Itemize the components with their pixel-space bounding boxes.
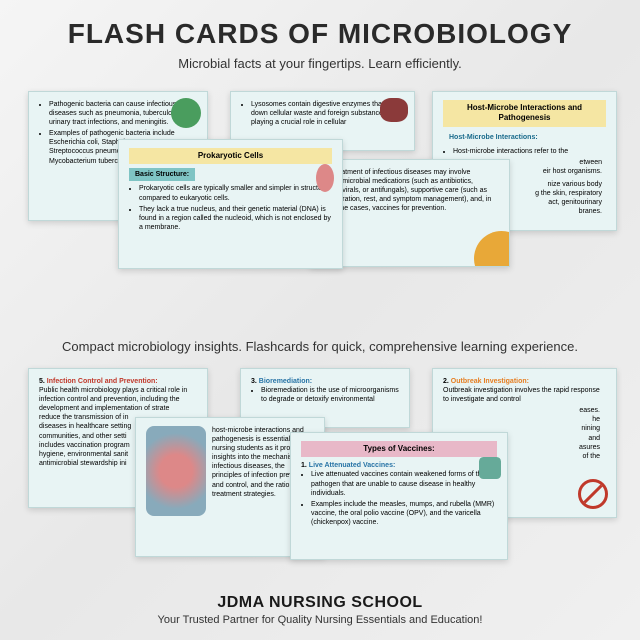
- card-header: Host-Microbe Interactions and Pathogenes…: [443, 100, 606, 127]
- card-header: Types of Vaccines:: [301, 441, 497, 457]
- card-subtitle: Live Attenuated Vaccines:: [309, 462, 396, 469]
- no-virus-icon: [578, 479, 608, 509]
- card-text: Outbreak investigation involves the rapi…: [443, 386, 606, 404]
- card-subheader: Basic Structure:: [129, 168, 195, 181]
- footer: JDMA NURSING SCHOOL Your Trusted Partner…: [0, 594, 640, 626]
- card-header: Prokaryotic Cells: [129, 148, 332, 164]
- card-text: he: [443, 415, 600, 424]
- card-text: Treatment of infectious diseases may inv…: [331, 168, 499, 213]
- anatomy-icon: [146, 426, 206, 516]
- top-cards-area: Pathogenic bacteria can cause infectious…: [0, 81, 640, 331]
- card-title: Infection Control and Prevention:: [47, 378, 158, 385]
- card-text: Public health microbiology plays a criti…: [39, 386, 197, 413]
- cell-icon: [316, 164, 334, 192]
- bottom-cards-area: 5. Infection Control and Prevention: Pub…: [0, 362, 640, 572]
- card-text: Prokaryotic cells are typically smaller …: [139, 184, 332, 202]
- card-number: 5.: [39, 378, 45, 385]
- card-prokaryotic: Prokaryotic Cells Basic Structure: Proka…: [118, 139, 343, 269]
- card-text: Examples include the measles, mumps, and…: [311, 500, 497, 527]
- page-subtitle: Microbial facts at your fingertips. Lear…: [0, 56, 640, 71]
- card-text: Host-microbe interactions refer to the: [453, 147, 606, 156]
- card-number: 3.: [251, 378, 257, 385]
- card-subheader: Host-Microbe Interactions:: [443, 131, 544, 144]
- card-title: Bioremediation:: [259, 378, 312, 385]
- card-text: Bioremediation is the use of microorgani…: [261, 386, 399, 404]
- card-number: 1.: [301, 462, 307, 469]
- card-text: eases.: [443, 406, 600, 415]
- virus-icon: [474, 231, 510, 267]
- vaccine-icon: [479, 457, 501, 479]
- microbe-icon: [171, 98, 201, 128]
- page-title: FLASH CARDS OF MICROBIOLOGY: [0, 0, 640, 50]
- card-title: Outbreak Investigation:: [451, 378, 529, 385]
- card-vaccines: Types of Vaccines: 1. Live Attenuated Va…: [290, 432, 508, 560]
- footer-title: JDMA NURSING SCHOOL: [0, 594, 640, 612]
- mid-description: Compact microbiology insights. Flashcard…: [20, 339, 620, 354]
- card-number: 2.: [443, 378, 449, 385]
- organelle-icon: [380, 98, 408, 122]
- card-text: Live attenuated vaccines contain weakene…: [311, 470, 497, 497]
- footer-subtitle: Your Trusted Partner for Quality Nursing…: [0, 614, 640, 626]
- card-text: They lack a true nucleus, and their gene…: [139, 205, 332, 232]
